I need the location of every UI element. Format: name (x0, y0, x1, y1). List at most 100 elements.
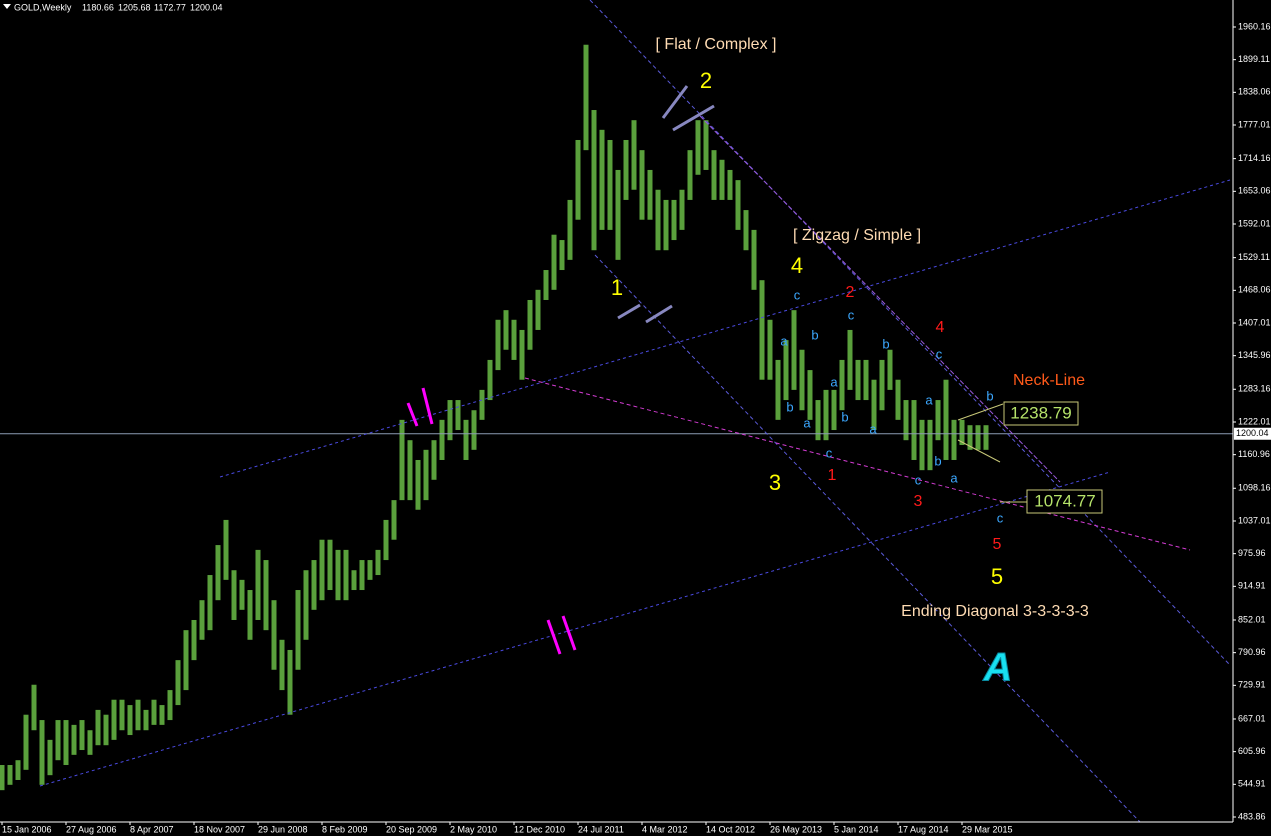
menu-icon[interactable] (3, 4, 11, 9)
price-bar (791, 310, 797, 390)
price-bar (375, 549, 381, 576)
price-bar (511, 319, 517, 360)
price-bar (743, 210, 749, 251)
x-tick-label: 2 May 2010 (450, 824, 497, 834)
x-tick-label: 24 Jul 2011 (578, 824, 624, 834)
wave-letter: b (934, 453, 941, 468)
arrow (561, 615, 577, 651)
arrow (672, 104, 715, 132)
y-tick-label: 1037.01 (1238, 515, 1271, 525)
wave-label: 4 (791, 253, 803, 278)
price-bar (431, 440, 437, 480)
price-bar (887, 349, 893, 390)
price-bar (639, 150, 645, 220)
price-bar (327, 539, 333, 591)
price-bar (55, 720, 61, 761)
price-label: 1074.77 (1034, 491, 1095, 510)
price-bar (919, 419, 925, 471)
price-bar (871, 379, 877, 431)
price-bar (47, 739, 53, 776)
wave-label: 4 (936, 319, 945, 336)
price-bar (391, 500, 397, 540)
price-bar (847, 329, 853, 390)
price-bar (231, 570, 237, 620)
y-tick-label: 1777.01 (1238, 119, 1271, 129)
price-bar (727, 169, 733, 200)
price-bar (287, 649, 293, 715)
price-bar (271, 600, 277, 670)
price-bar (407, 440, 413, 501)
price-bar (903, 400, 909, 441)
price-bar (255, 549, 261, 620)
wave-label: 1 (828, 467, 837, 484)
price-bar (415, 459, 421, 510)
price-bar (71, 724, 77, 755)
price-bar (103, 714, 109, 746)
price-bar (767, 319, 773, 380)
price-bar (487, 359, 493, 401)
price-bar (439, 419, 445, 460)
y-tick-label: 483.86 (1238, 811, 1266, 821)
wave-letter: a (803, 415, 811, 430)
arrows (406, 85, 715, 655)
price-bar (663, 199, 669, 251)
wave-letter: c (997, 510, 1004, 525)
x-tick-label: 15 Jan 2006 (2, 824, 52, 834)
price-bar (159, 705, 165, 725)
price-bar (239, 579, 245, 610)
wave-label: 5 (991, 564, 1003, 589)
price-bar (191, 619, 197, 661)
wave-letter: b (841, 409, 848, 424)
price-bar (751, 229, 757, 290)
price-bar (359, 560, 365, 591)
price-bar (335, 549, 341, 601)
price-bar (519, 329, 525, 380)
header-open: 1180.66 (82, 2, 114, 12)
wedge-line (699, 115, 1061, 483)
price-bar (367, 560, 373, 580)
price-bar (575, 139, 581, 220)
price-bar (719, 159, 725, 200)
price-bar (151, 699, 157, 725)
wave-letter: a (925, 392, 933, 407)
price-bar (39, 720, 45, 785)
y-tick-label: 1899.11 (1238, 54, 1270, 64)
x-tick-label: 20 Sep 2009 (386, 824, 437, 834)
price-bar (983, 425, 989, 450)
wave-label: 3 (769, 470, 781, 495)
wave-letter: a (830, 374, 838, 389)
price-bar (503, 310, 509, 350)
price-bar (807, 370, 813, 420)
wave-letter: c (794, 287, 801, 302)
price-bar (23, 714, 29, 770)
y-tick-label: 1345.96 (1238, 350, 1271, 360)
chart-title: GOLD,Weekly (14, 2, 72, 12)
price-bar (263, 560, 269, 631)
y-tick-label: 1960.16 (1238, 21, 1271, 31)
price-bar (607, 139, 613, 230)
price-bar (823, 389, 829, 441)
logo: A (983, 646, 1013, 690)
y-tick-label: 914.91 (1238, 581, 1266, 591)
x-tick-label: 26 May 2013 (770, 824, 822, 834)
x-tick-label: 29 Mar 2015 (962, 824, 1013, 834)
price-bar (615, 169, 621, 260)
y-tick-label: 605.96 (1238, 746, 1266, 756)
price-bar (343, 549, 349, 601)
price-bar (703, 120, 709, 170)
wedge-line (957, 439, 1001, 463)
price-bar (775, 359, 781, 420)
price-bar (839, 359, 845, 411)
price-bar (175, 660, 181, 706)
trendlines (39, 0, 1231, 823)
y-tick-label: 1098.16 (1238, 483, 1271, 493)
price-bar (455, 400, 461, 431)
price-bar (911, 400, 917, 460)
price-bar (631, 120, 637, 190)
header-close: 1200.04 (190, 2, 223, 12)
price-bar (351, 570, 357, 591)
x-tick-label: 17 Aug 2014 (898, 824, 949, 834)
y-tick-label: 1283.16 (1238, 384, 1271, 394)
price-bar (183, 630, 189, 691)
arrow (645, 304, 673, 324)
